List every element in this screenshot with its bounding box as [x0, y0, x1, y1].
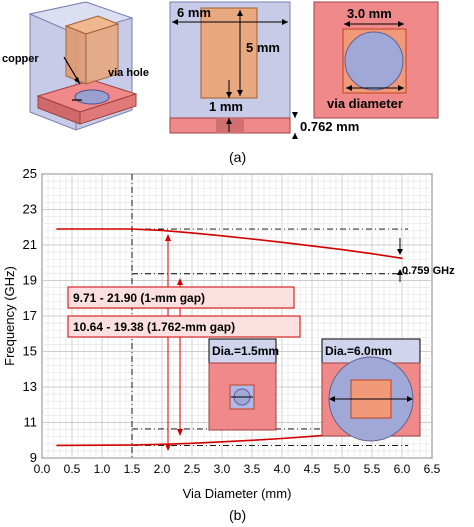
y-tick-label: 23	[23, 202, 37, 217]
x-tick-label: 3.5	[244, 462, 261, 476]
x-tick-label: 6.0	[394, 462, 411, 476]
caption-b: (b)	[229, 507, 246, 523]
series-point	[281, 241, 283, 244]
x-tick-label: 5.0	[334, 462, 351, 476]
chart: 0.0 0.5 1.0 1.5 2.0 2.5 3.0 3.5 4.0 4.5 5.0 5.5 6.0 6…	[2, 166, 455, 523]
tick-labels: 0.0 0.5 1.0 1.5 2.0 2.5 3.0 3.5 4.0 4.5 5.0 5.5 6.0 6…	[23, 166, 441, 476]
x-tick-label: 3.0	[214, 462, 231, 476]
range-box-1: 9.71 - 21.90 (1-mm gap)	[67, 286, 295, 309]
isometric-view: copper via hole	[2, 1, 149, 131]
y-tick-label: 19	[23, 273, 37, 288]
series-point	[251, 439, 253, 442]
x-tick-label: 6.5	[424, 462, 441, 476]
inset-small-via: Dia.=1.5mm	[208, 338, 279, 431]
delta-label: 0.759 GHz	[402, 265, 455, 277]
y-tick-label: 15	[23, 344, 37, 359]
y-tick-label: 21	[23, 237, 37, 252]
top-view: 6 mm 5 mm 1 mm 0.762 mm	[169, 1, 359, 139]
range-box-2: 10.64 - 19.38 (1.762-mm gap)	[67, 315, 301, 338]
caption-a: (a)	[229, 149, 246, 165]
x-tick-label: 2.0	[154, 462, 171, 476]
y-tick-label: 13	[23, 379, 37, 394]
series-point	[56, 228, 58, 230]
series-point	[221, 441, 223, 443]
range-2-label: 10.64 - 19.38 (1.762-mm gap)	[73, 320, 235, 334]
x-tick-label: 1.0	[94, 462, 111, 476]
small-dia-label: 3.0 mm	[347, 6, 392, 21]
y-axis-label: Frequency (GHz)	[2, 266, 17, 366]
series-point	[281, 437, 283, 440]
series-point	[311, 245, 313, 247]
series-point	[131, 228, 133, 230]
x-tick-label: 2.5	[184, 462, 201, 476]
x-tick-label: 0.0	[34, 462, 51, 476]
width-dim-label: 6 mm	[177, 5, 211, 20]
via-view: 3.0 mm via diameter	[313, 1, 439, 119]
series-point	[311, 435, 313, 438]
series-point	[56, 444, 58, 447]
series-point	[161, 229, 163, 232]
series-point	[341, 248, 343, 251]
series-point	[191, 232, 193, 234]
inset-large-via: Dia.=6.0mm	[321, 338, 421, 442]
x-tick-label: 5.5	[364, 462, 381, 476]
range-1-label: 9.71 - 21.90 (1-mm gap)	[73, 291, 205, 305]
x-axis-label: Via Diameter (mm)	[183, 486, 292, 501]
x-tick-label: 4.0	[274, 462, 291, 476]
series-point	[161, 443, 163, 446]
series-point	[251, 238, 253, 240]
series-point	[371, 252, 373, 255]
x-tick-label: 4.5	[304, 462, 321, 476]
x-tick-label: 1.5	[124, 462, 141, 476]
x-tick-label: 0.5	[64, 462, 81, 476]
panel-a: copper via hole 6 mm 5 mm 1 mm	[2, 1, 439, 165]
series-point	[221, 234, 223, 237]
length-dim-label: 5 mm	[246, 40, 280, 55]
inset-2-label: Dia.=6.0mm	[325, 344, 392, 358]
via-hole-label: via hole	[108, 67, 149, 79]
series-point	[191, 442, 193, 445]
y-tick-label: 17	[23, 308, 37, 323]
series-point	[401, 257, 403, 260]
gap-dim-label: 1 mm	[209, 99, 243, 114]
via-diameter-label: via diameter	[327, 96, 403, 111]
copper-label: copper	[2, 53, 39, 65]
thickness-dim-label: 0.762 mm	[300, 119, 359, 134]
series-point	[131, 444, 133, 446]
inset-1-label: Dia.=1.5mm	[212, 344, 279, 358]
y-tick-label: 25	[23, 166, 37, 181]
y-tick-label: 11	[24, 415, 38, 430]
y-tick-label: 9	[30, 450, 37, 465]
